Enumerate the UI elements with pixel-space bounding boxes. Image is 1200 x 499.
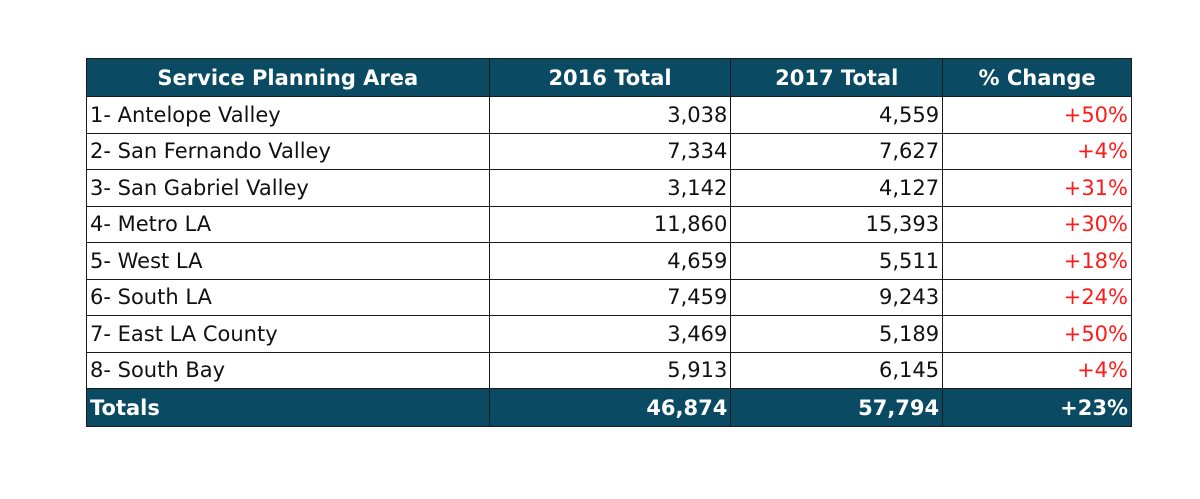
- total-2017-cell: 5,189: [730, 315, 944, 353]
- total-2016-cell: 11,860: [488, 205, 732, 243]
- table-row: 2- San Fernando Valley 7,334 7,627 +4%: [86, 132, 1132, 170]
- total-2017-cell: 4,559: [730, 96, 944, 134]
- totals-2016-cell: 46,874: [488, 388, 732, 427]
- table-header: Service Planning Area 2016 Total 2017 To…: [86, 58, 1132, 97]
- total-2017-cell: 5,511: [730, 242, 944, 280]
- table-row: 1- Antelope Valley 3,038 4,559 +50%: [86, 96, 1132, 134]
- total-2016-cell: 4,659: [488, 242, 732, 280]
- table-row: 7- East LA County 3,469 5,189 +50%: [86, 315, 1132, 353]
- percent-change-cell: +30%: [942, 205, 1132, 243]
- total-2016-cell: 3,142: [488, 169, 732, 207]
- area-cell: 4- Metro LA: [86, 205, 490, 243]
- table-row: 5- West LA 4,659 5,511 +18%: [86, 242, 1132, 280]
- total-2017-cell: 4,127: [730, 169, 944, 207]
- area-cell: 2- San Fernando Valley: [86, 132, 490, 170]
- table-row: 3- San Gabriel Valley 3,142 4,127 +31%: [86, 169, 1132, 207]
- header-2016-total: 2016 Total: [488, 58, 732, 97]
- total-2016-cell: 5,913: [488, 351, 732, 389]
- totals-2017-cell: 57,794: [730, 388, 944, 427]
- table-footer: Totals 46,874 57,794 +23%: [86, 388, 1132, 427]
- total-2017-cell: 6,145: [730, 351, 944, 389]
- totals-label: Totals: [86, 388, 490, 427]
- area-cell: 1- Antelope Valley: [86, 96, 490, 134]
- header-percent-change: % Change: [942, 58, 1132, 97]
- total-2017-cell: 7,627: [730, 132, 944, 170]
- percent-change-cell: +4%: [942, 351, 1132, 389]
- header-row: Service Planning Area 2016 Total 2017 To…: [86, 58, 1132, 97]
- service-planning-area-table: Service Planning Area 2016 Total 2017 To…: [86, 58, 1132, 427]
- area-cell: 7- East LA County: [86, 315, 490, 353]
- total-2016-cell: 3,038: [488, 96, 732, 134]
- total-2017-cell: 15,393: [730, 205, 944, 243]
- total-2016-cell: 3,469: [488, 315, 732, 353]
- area-cell: 6- South LA: [86, 278, 490, 316]
- table-body: 1- Antelope Valley 3,038 4,559 +50% 2- S…: [86, 96, 1132, 389]
- percent-change-cell: +24%: [942, 278, 1132, 316]
- table-row: 8- South Bay 5,913 6,145 +4%: [86, 351, 1132, 389]
- table-row: 4- Metro LA 11,860 15,393 +30%: [86, 205, 1132, 243]
- totals-row: Totals 46,874 57,794 +23%: [86, 388, 1132, 427]
- area-cell: 5- West LA: [86, 242, 490, 280]
- table-row: 6- South LA 7,459 9,243 +24%: [86, 278, 1132, 316]
- totals-percent-change-cell: +23%: [942, 388, 1132, 427]
- header-2017-total: 2017 Total: [730, 58, 944, 97]
- total-2017-cell: 9,243: [730, 278, 944, 316]
- area-cell: 8- South Bay: [86, 351, 490, 389]
- percent-change-cell: +50%: [942, 96, 1132, 134]
- area-cell: 3- San Gabriel Valley: [86, 169, 490, 207]
- total-2016-cell: 7,334: [488, 132, 732, 170]
- percent-change-cell: +31%: [942, 169, 1132, 207]
- percent-change-cell: +4%: [942, 132, 1132, 170]
- percent-change-cell: +50%: [942, 315, 1132, 353]
- total-2016-cell: 7,459: [488, 278, 732, 316]
- header-service-planning-area: Service Planning Area: [86, 58, 490, 97]
- percent-change-cell: +18%: [942, 242, 1132, 280]
